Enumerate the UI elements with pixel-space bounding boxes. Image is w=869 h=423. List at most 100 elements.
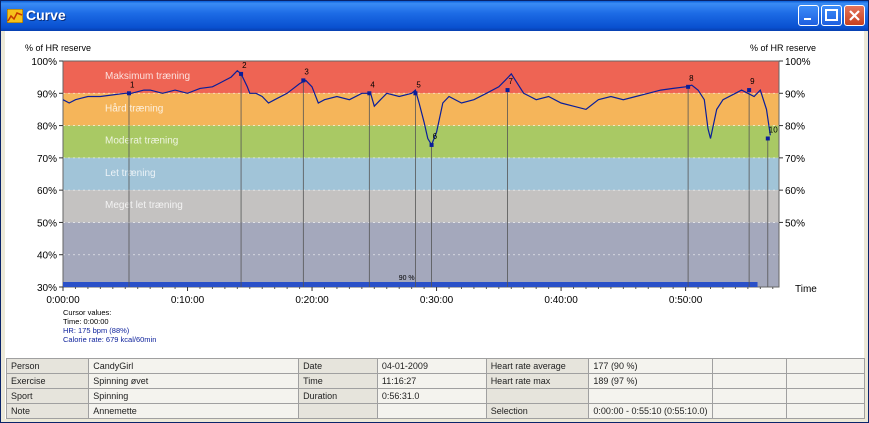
marker-point [126, 91, 131, 96]
y-tick-label-right: 70% [785, 154, 805, 165]
y-tick-label-right: 60% [785, 186, 805, 197]
minimize-button[interactable] [798, 5, 819, 26]
marker-label: 6 [433, 132, 438, 141]
info-label: Heart rate average [485, 358, 590, 374]
zone-label: Let træning [105, 168, 156, 179]
x-tick-label: 0:50:00 [669, 295, 703, 306]
info-label: Person [5, 358, 90, 374]
info-row: Person CandyGirl Date 04-01-2009 Heart rate … [5, 358, 866, 374]
cursor-values-title: Cursor values: [63, 308, 111, 317]
info-value [785, 358, 866, 374]
info-value [785, 403, 866, 419]
info-label: Selection [485, 403, 590, 419]
window-title: Curve [26, 7, 66, 23]
y-tick-label-right: 100% [785, 57, 811, 68]
close-button[interactable] [844, 5, 865, 26]
y-tick-label-right: 90% [785, 89, 805, 100]
marker-label: 4 [370, 80, 375, 89]
info-label: Duration [298, 388, 378, 404]
hr-zone-band [63, 222, 779, 287]
marker-label: 5 [416, 80, 421, 89]
y-tick-label-left: 80% [37, 122, 57, 133]
x-tick-label: 0:40:00 [544, 295, 578, 306]
marker-point [686, 84, 691, 89]
zone-label: Maksimum træning [105, 71, 190, 82]
marker-point [429, 142, 434, 147]
marker-label: 3 [304, 67, 309, 76]
maximize-icon [825, 9, 838, 21]
zone-label: Moderat træning [105, 136, 178, 147]
x-tick-label: 0:10:00 [171, 295, 205, 306]
x-axis-title: Time [795, 284, 817, 295]
cursor-time: Time: 0:00:00 [63, 317, 109, 326]
marker-label: 8 [689, 74, 694, 83]
chart-area: Maksimum træning Hård træning Moderat træn… [5, 31, 864, 419]
marker-label: 10 [769, 125, 778, 134]
zone-label: Meget let træning [105, 200, 183, 211]
marker-label: 9 [750, 77, 755, 86]
maximize-button[interactable] [821, 5, 842, 26]
info-value: 11:16:27 [376, 373, 487, 389]
y-tick-label-left: 50% [37, 218, 57, 229]
info-value: 177 (90 %) [588, 358, 713, 374]
minimize-icon [804, 18, 811, 20]
cursor-calorie-rate: Calorie rate: 679 kcal/60min [63, 335, 156, 344]
cursor-hr: HR: 175 bpm (88%) [63, 326, 130, 335]
marker-point [505, 88, 510, 93]
info-value: 189 (97 %) [588, 373, 713, 389]
hr-zone-band [63, 190, 779, 223]
info-value: Spinning øvet [88, 373, 300, 389]
info-row: Note Annemette Selection 0:00:00 - 0:55:10 … [5, 403, 866, 419]
y-tick-label-right: 80% [785, 122, 805, 133]
info-value [376, 403, 487, 419]
y-tick-label-left: 60% [37, 186, 57, 197]
y-tick-label-left: 70% [37, 154, 57, 165]
hr-zone-band [63, 157, 779, 191]
info-value: 04-01-2009 [376, 358, 487, 374]
info-value [785, 373, 866, 389]
marker-point [747, 88, 752, 93]
close-icon [849, 10, 860, 21]
zone-label: Hård træning [105, 102, 163, 114]
chart-icon [7, 9, 23, 23]
info-value: CandyGirl [88, 358, 300, 374]
y-tick-label-left: 30% [37, 283, 57, 294]
info-row: Sport Spinning Duration 0:56:31.0 [5, 388, 866, 404]
info-label [711, 373, 787, 389]
info-label: Exercise [5, 373, 90, 389]
info-row: Exercise Spinning øvet Time 11:16:27 Heart r… [5, 373, 866, 389]
marker-point [765, 136, 770, 141]
y-axis-title-right: % of HR reserve [750, 43, 816, 53]
info-label: Date [298, 358, 378, 374]
info-value: Annemette [88, 403, 300, 419]
info-value [588, 388, 713, 404]
y-tick-label-left: 40% [37, 251, 57, 262]
y-tick-label-right: 50% [785, 218, 805, 229]
marker-point [239, 71, 244, 76]
title-bar[interactable]: Curve [1, 1, 868, 31]
x-tick-label: 0:20:00 [295, 295, 329, 306]
y-axis-title-left: % of HR reserve [25, 43, 91, 53]
selection-bar [63, 282, 758, 287]
marker-label: 2 [242, 61, 247, 70]
info-label [298, 403, 378, 419]
info-label [485, 388, 590, 404]
info-label: Sport [5, 388, 90, 404]
marker-point [413, 91, 418, 96]
y-tick-label-left: 90% [37, 89, 57, 100]
info-label [711, 388, 787, 404]
marker-label: 7 [509, 77, 514, 86]
y-tick-label-left: 100% [31, 57, 57, 68]
info-value [785, 388, 866, 404]
hr-curve-chart[interactable]: Maksimum træning Hård træning Moderat træn… [5, 31, 864, 356]
info-value: 0:56:31.0 [376, 388, 487, 404]
marker-label: 1 [130, 80, 135, 89]
info-value: 0:00:00 - 0:55:10 (0:55:10.0) [588, 403, 713, 419]
hr-zone-band [63, 125, 779, 158]
info-label [711, 358, 787, 374]
marker-point [367, 91, 372, 96]
x-tick-label: 0:00:00 [46, 295, 80, 306]
selection-bar-label: 90 % [399, 275, 415, 282]
info-value: Spinning [88, 388, 300, 404]
